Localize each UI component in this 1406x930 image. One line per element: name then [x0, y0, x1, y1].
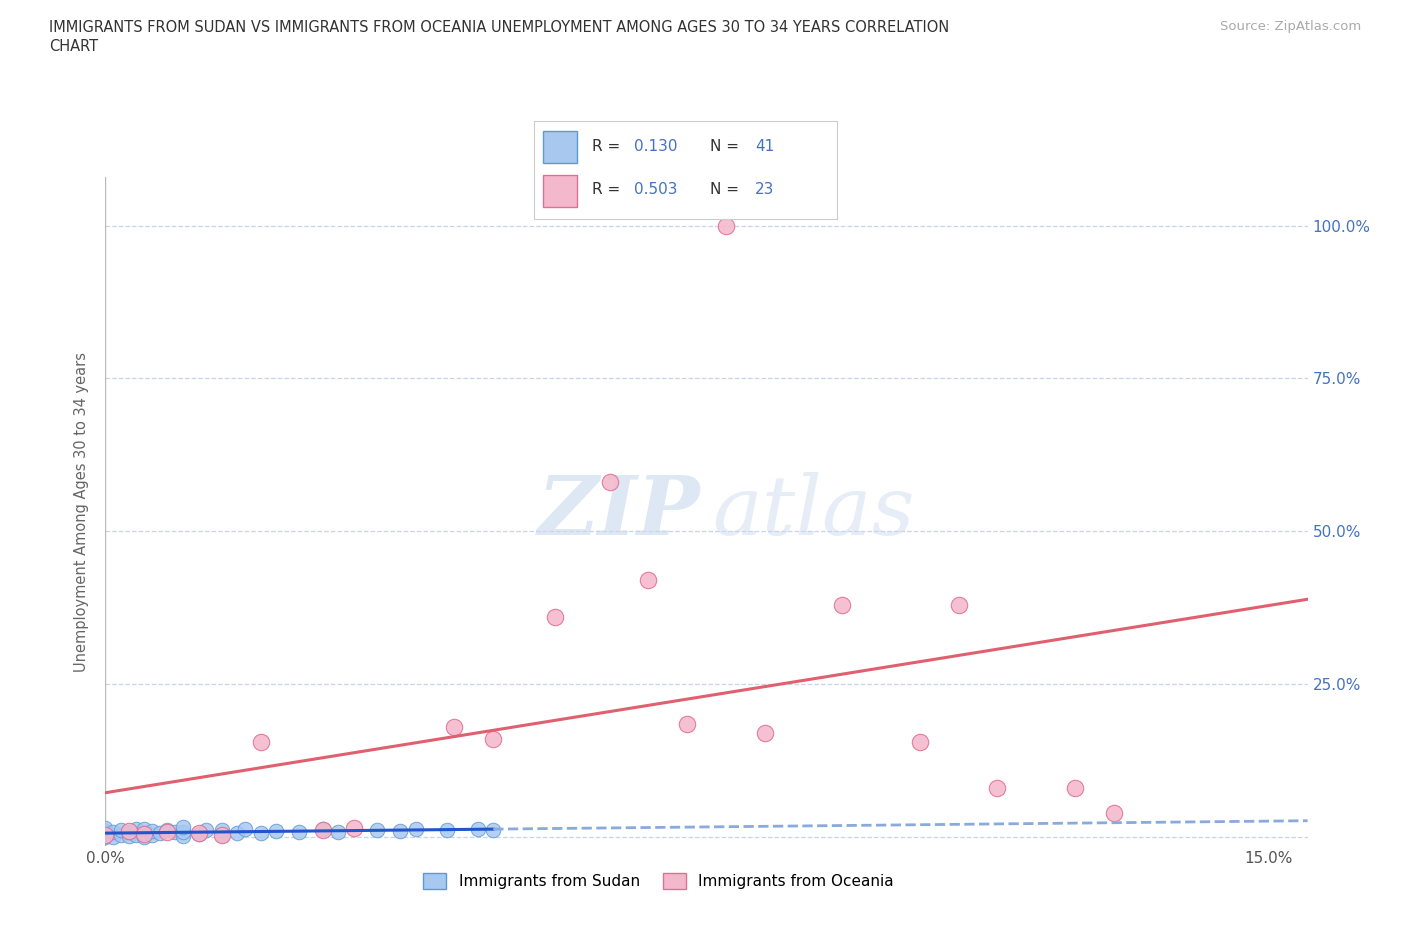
Point	[754, 725, 776, 740]
Y-axis label: Unemployment Among Ages 30 to 34 years: Unemployment Among Ages 30 to 34 years	[73, 352, 89, 671]
Point	[172, 820, 194, 835]
Point	[366, 822, 388, 837]
Point	[233, 822, 256, 837]
Text: 0.130: 0.130	[634, 139, 678, 153]
Point	[94, 830, 117, 844]
Text: 41: 41	[755, 139, 775, 153]
Point	[482, 732, 505, 747]
Point	[118, 829, 141, 844]
Point	[1102, 805, 1125, 820]
Point	[443, 720, 465, 735]
Point	[544, 609, 567, 624]
Point	[165, 825, 187, 840]
Point	[226, 826, 249, 841]
Point	[249, 826, 271, 841]
Point	[103, 829, 125, 844]
Point	[125, 828, 148, 843]
Text: Source: ZipAtlas.com: Source: ZipAtlas.com	[1220, 20, 1361, 33]
Point	[118, 824, 141, 839]
Point	[311, 822, 333, 837]
Point	[831, 597, 853, 612]
Point	[311, 821, 333, 836]
Point	[714, 219, 737, 233]
Text: R =: R =	[592, 139, 624, 153]
Point	[389, 824, 412, 839]
Text: IMMIGRANTS FROM SUDAN VS IMMIGRANTS FROM OCEANIA UNEMPLOYMENT AMONG AGES 30 TO 3: IMMIGRANTS FROM SUDAN VS IMMIGRANTS FROM…	[49, 20, 949, 35]
Point	[436, 823, 458, 838]
Point	[599, 475, 621, 490]
Point	[986, 781, 1008, 796]
Point	[172, 829, 194, 844]
Point	[149, 826, 172, 841]
Text: ZIP: ZIP	[538, 472, 700, 551]
Point	[637, 573, 659, 588]
Point	[103, 825, 125, 840]
Point	[211, 828, 233, 843]
Point	[118, 824, 141, 839]
Point	[94, 824, 117, 839]
Point	[134, 827, 156, 842]
Point	[134, 821, 156, 836]
Text: N =: N =	[710, 181, 744, 197]
Point	[187, 827, 209, 842]
Point	[948, 597, 970, 612]
Point	[326, 824, 349, 839]
Point	[134, 830, 156, 844]
Point	[141, 824, 163, 839]
Point	[467, 821, 489, 836]
Point	[110, 822, 132, 837]
Point	[94, 828, 117, 843]
Point	[288, 825, 311, 840]
Point	[187, 826, 209, 841]
Point	[172, 824, 194, 839]
Point	[110, 828, 132, 843]
Point	[405, 822, 427, 837]
Point	[211, 828, 233, 843]
Point	[156, 825, 179, 840]
FancyBboxPatch shape	[543, 130, 576, 163]
Point	[249, 735, 271, 750]
Point	[908, 735, 931, 750]
Text: atlas: atlas	[713, 472, 915, 551]
Point	[156, 823, 179, 838]
Text: CHART: CHART	[49, 39, 98, 54]
Point	[211, 823, 233, 838]
Point	[195, 822, 218, 837]
Point	[343, 820, 366, 835]
Point	[134, 826, 156, 841]
Text: R =: R =	[592, 181, 624, 197]
Point	[482, 822, 505, 837]
Point	[141, 828, 163, 843]
Text: N =: N =	[710, 139, 744, 153]
Point	[1064, 781, 1087, 796]
Text: 0.503: 0.503	[634, 181, 678, 197]
Point	[94, 828, 117, 843]
Point	[94, 820, 117, 835]
Point	[264, 824, 287, 839]
Point	[94, 826, 117, 841]
FancyBboxPatch shape	[543, 175, 576, 206]
Text: 23: 23	[755, 181, 775, 197]
Point	[125, 822, 148, 837]
Point	[676, 716, 699, 731]
Legend: Immigrants from Sudan, Immigrants from Oceania: Immigrants from Sudan, Immigrants from O…	[418, 868, 900, 896]
